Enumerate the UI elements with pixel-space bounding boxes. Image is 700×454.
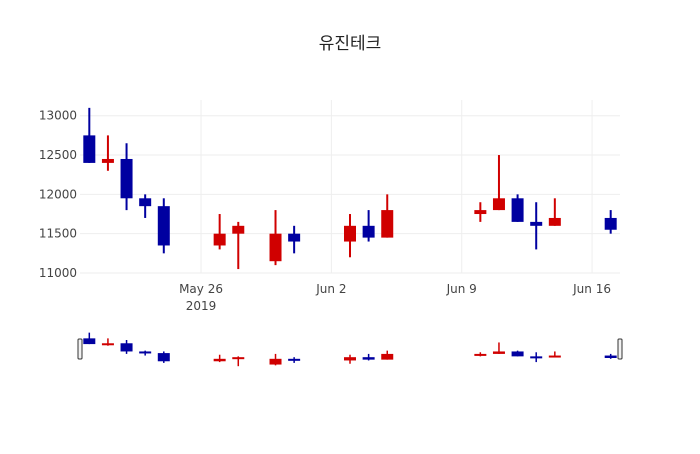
candle-body — [381, 210, 394, 238]
candle — [604, 210, 617, 234]
x-axis: May 26 2019 Jun 2 Jun 9 Jun 16 — [179, 282, 611, 313]
candle — [474, 202, 487, 222]
chart-title: 유진테크 — [319, 34, 382, 54]
slider-candle-body — [139, 351, 152, 354]
slider-candle-body — [232, 357, 245, 360]
slider-candle — [157, 351, 170, 363]
slider-candle-body — [101, 343, 114, 346]
slider-candle — [101, 338, 114, 346]
slider-candle — [83, 332, 96, 345]
slider-candle — [511, 350, 524, 357]
candle-body — [213, 233, 226, 246]
slider-candle-body — [530, 356, 543, 359]
slider-candle — [213, 354, 226, 363]
candle-body — [232, 225, 245, 234]
candle-body — [139, 198, 152, 207]
x-tick-sublabel: 2019 — [186, 299, 217, 313]
slider-candle — [232, 356, 245, 367]
candle — [269, 210, 282, 266]
slider-candle — [604, 353, 617, 359]
candle-body — [120, 158, 133, 199]
slider-candle-body — [288, 358, 301, 361]
y-axis: 11000 11500 12000 12500 13000 — [39, 109, 77, 280]
candle — [213, 214, 226, 250]
candle-body — [157, 206, 170, 246]
candle-body — [288, 233, 301, 242]
x-tick-label: Jun 9 — [446, 282, 477, 296]
slider-candle — [288, 357, 301, 363]
candle — [101, 135, 114, 171]
slider-candle — [381, 350, 394, 360]
slider-candle — [362, 353, 375, 361]
candle — [288, 225, 301, 254]
slider-candle-body — [213, 358, 226, 362]
candle-body — [474, 210, 487, 215]
slider-candle-body — [548, 355, 561, 358]
slider-candle — [474, 352, 487, 357]
slider-candle — [530, 352, 543, 363]
slider-candle-body — [474, 353, 487, 356]
candle — [511, 194, 524, 222]
y-tick-label: 12000 — [39, 187, 77, 201]
candle-body — [83, 135, 96, 163]
y-tick-label: 13000 — [39, 109, 77, 123]
candles — [83, 107, 617, 270]
candle — [120, 143, 133, 211]
slider-candle — [120, 340, 133, 354]
candle — [548, 198, 561, 226]
candle — [530, 202, 543, 250]
range-slider-right-handle[interactable] — [617, 338, 623, 360]
candle — [344, 214, 356, 258]
candle-body — [530, 221, 543, 226]
range-slider-left-handle[interactable] — [77, 338, 83, 360]
slider-candle — [548, 351, 561, 358]
candle — [381, 194, 394, 238]
candle-body — [548, 217, 561, 226]
range-slider[interactable] — [77, 332, 623, 367]
candle-body — [101, 158, 114, 163]
slider-candle-body — [381, 353, 394, 360]
slider-candle-body — [269, 358, 282, 365]
candle-body — [344, 225, 356, 242]
candle-body — [269, 233, 282, 262]
candle-body — [492, 198, 505, 211]
x-tick-label: Jun 2 — [315, 282, 346, 296]
slider-candle — [492, 342, 505, 354]
slider-candle-body — [511, 351, 524, 357]
x-tick-label: Jun 16 — [572, 282, 611, 296]
slider-candle-body — [83, 338, 96, 345]
candle-body — [604, 217, 617, 230]
slider-candle-body — [157, 353, 170, 362]
slider-candle-body — [362, 357, 375, 360]
slider-candle-body — [492, 351, 505, 354]
slider-candle-body — [344, 357, 356, 361]
y-tick-label: 11000 — [39, 266, 77, 280]
x-tick-label: May 26 — [179, 282, 223, 296]
y-tick-label: 11500 — [39, 227, 77, 241]
candle — [139, 194, 152, 218]
slider-candle — [269, 353, 282, 366]
candle — [232, 221, 245, 270]
candle — [83, 107, 96, 163]
grid — [80, 100, 620, 274]
slider-candle — [139, 350, 152, 356]
candle — [492, 155, 505, 211]
candle-body — [511, 198, 524, 222]
y-tick-label: 12500 — [39, 148, 77, 162]
slider-candle — [344, 354, 356, 364]
slider-candle-body — [120, 343, 133, 352]
candle — [157, 198, 170, 254]
candle-body — [362, 225, 375, 238]
candle — [362, 210, 375, 242]
slider-candle-body — [604, 355, 617, 358]
